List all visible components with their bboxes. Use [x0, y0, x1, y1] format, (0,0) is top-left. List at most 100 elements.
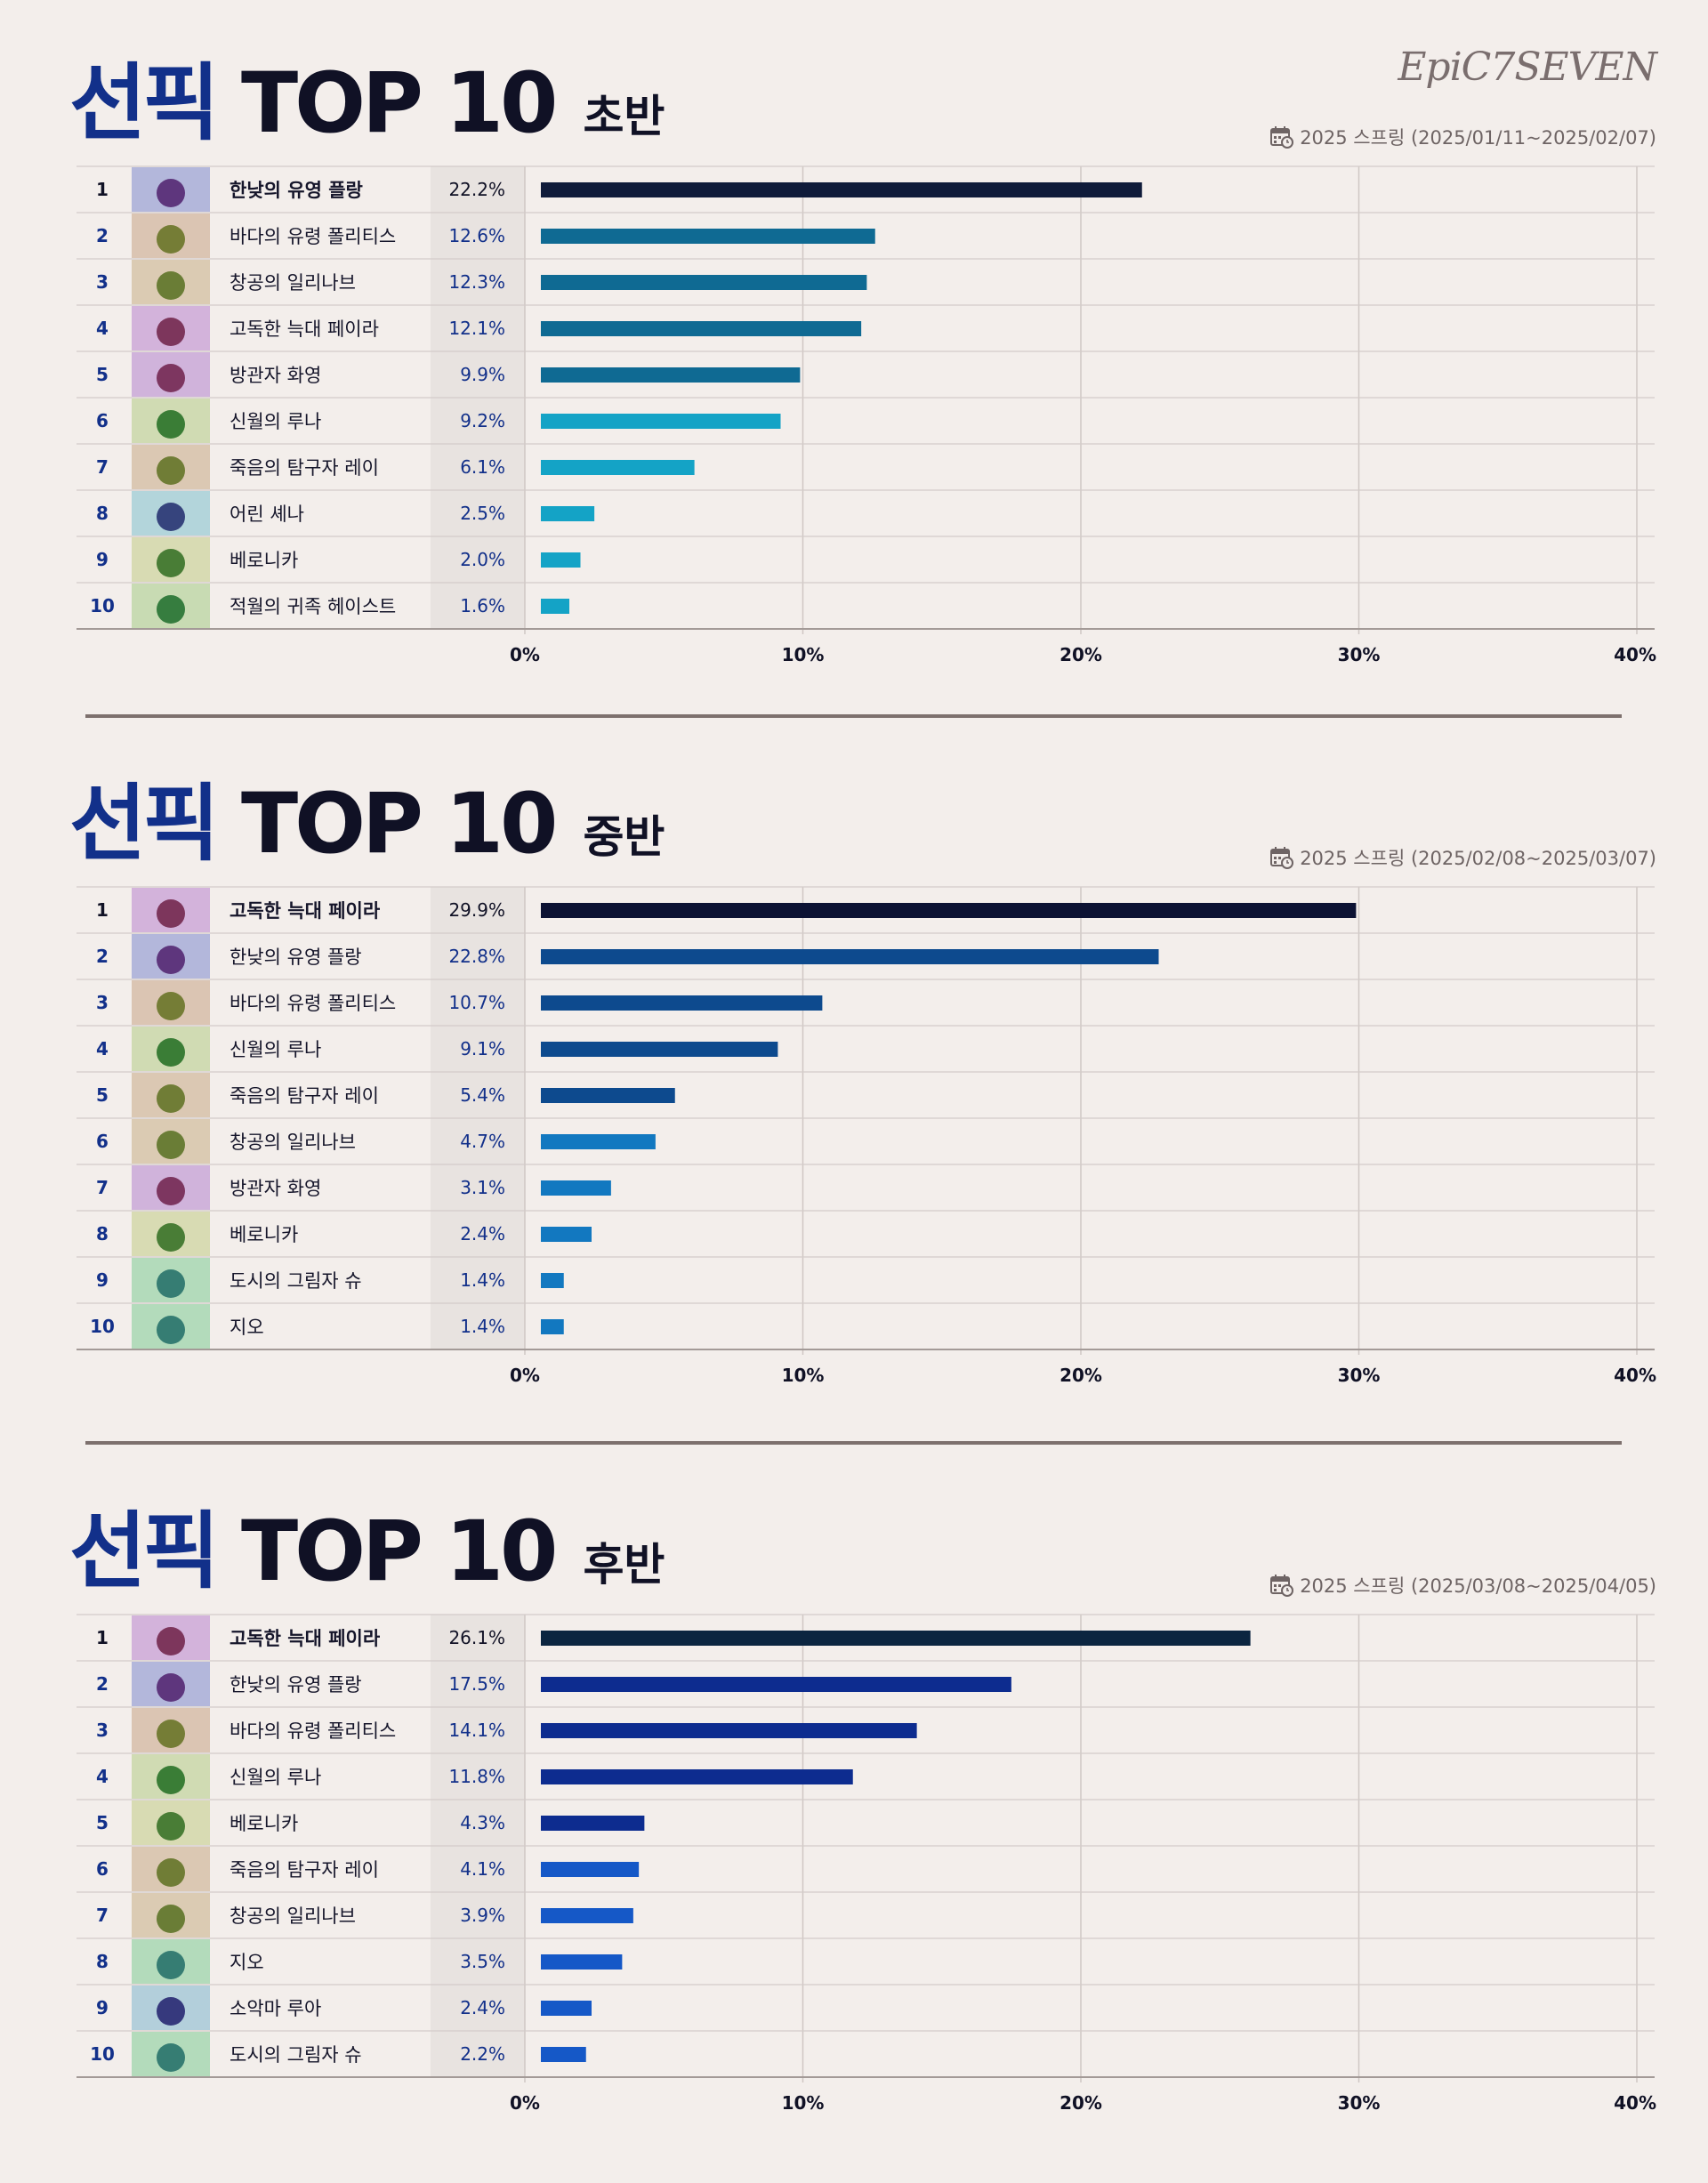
pick-rate-bar: [541, 2001, 592, 2016]
hero-name: 방관자 화영: [230, 1178, 321, 1199]
pick-rate-bar: [541, 275, 867, 290]
rank-number: 9: [96, 1997, 109, 2018]
x-tick-label: 30%: [1338, 2092, 1381, 2114]
hero-name: 창공의 일리나브: [230, 272, 356, 294]
section-title: 선픽 TOP 10 중반: [69, 756, 665, 877]
section-late: 선픽 TOP 10 후반 2025 스프링 (2025/03/08~2025/0…: [0, 1448, 1708, 2160]
hero-avatar-head: [157, 1766, 185, 1794]
pick-rate-bar: [541, 1908, 633, 1923]
hero-avatar-head: [157, 899, 185, 928]
hero-avatar-head: [157, 1223, 185, 1252]
hero-name: 한낮의 유영 플랑: [230, 1674, 362, 1696]
pick-rate-label: 14.1%: [448, 1720, 505, 1741]
pick-rate-label: 9.9%: [460, 364, 505, 385]
hero-avatar-head: [157, 992, 185, 1020]
hero-avatar-head: [157, 1177, 185, 1205]
rank-number: 5: [96, 1084, 109, 1106]
pick-rate-bar: [541, 1816, 645, 1831]
rank-number: 3: [96, 992, 109, 1013]
pick-rate-label: 4.7%: [460, 1131, 505, 1152]
calendar-icon: [1270, 1575, 1294, 1597]
pick-rate-bar: [541, 506, 595, 521]
hero-avatar-head: [157, 318, 185, 346]
rank-number: 7: [96, 456, 109, 478]
hero-name: 베로니카: [230, 1224, 298, 1245]
x-tick-label: 10%: [782, 2092, 825, 2114]
section-early: 선픽 TOP 10 초반 2025 스프링 (2025/01/11~2025/0…: [0, 0, 1708, 712]
hero-name: 베로니카: [230, 1813, 298, 1834]
hero-avatar-head: [157, 271, 185, 300]
pick-rate-label: 3.5%: [460, 1951, 505, 1972]
rank-number: 7: [96, 1905, 109, 1926]
hero-avatar-head: [157, 456, 185, 485]
pick-rate-bar: [541, 1042, 778, 1057]
x-tick-label: 20%: [1059, 1365, 1102, 1386]
pick-rate-bar: [541, 903, 1357, 918]
hero-name: 고독한 늑대 페이라: [230, 900, 381, 922]
hero-name: 베로니카: [230, 550, 298, 571]
hero-name: 죽음의 탐구자 레이: [230, 1859, 379, 1881]
x-tick-label: 40%: [1614, 1365, 1656, 1386]
rank-number: 1: [96, 179, 109, 200]
rank-number: 6: [96, 410, 109, 431]
title-period: 초반: [583, 91, 665, 142]
x-tick-label: 0%: [510, 2092, 540, 2114]
pick-rate-bar: [541, 460, 695, 475]
hero-name: 어린 셰나: [230, 503, 304, 525]
x-tick-label: 10%: [782, 644, 825, 665]
x-tick-label: 30%: [1338, 644, 1381, 665]
pick-rate-bar: [541, 1862, 640, 1877]
rank-number: 9: [96, 549, 109, 570]
pick-rate-bar: [541, 1769, 853, 1784]
rank-number: 3: [96, 1720, 109, 1741]
pick-rate-label: 2.4%: [460, 1997, 505, 2018]
pick-rate-label: 1.4%: [460, 1269, 505, 1291]
x-tick-label: 30%: [1338, 1365, 1381, 1386]
hero-name: 신월의 루나: [230, 1767, 321, 1788]
pick-rate-label: 11.8%: [448, 1766, 505, 1787]
x-tick-label: 10%: [782, 1365, 825, 1386]
hero-avatar-head: [157, 549, 185, 577]
hero-avatar-head: [157, 595, 185, 624]
section-divider: [85, 1441, 1622, 1445]
hero-name: 한낮의 유영 플랑: [230, 947, 362, 968]
pick-rate-label: 12.1%: [448, 318, 505, 339]
title-pick: 선픽: [69, 776, 220, 873]
section-divider: [85, 714, 1622, 718]
hero-avatar-head: [157, 946, 185, 974]
hero-avatar-head: [157, 1673, 185, 1702]
pick-rate-label: 17.5%: [448, 1673, 505, 1695]
pick-rate-label: 9.1%: [460, 1038, 505, 1059]
pick-rate-bar: [541, 1088, 675, 1103]
hero-avatar-head: [157, 1084, 185, 1113]
pick-rate-label: 3.1%: [460, 1177, 505, 1198]
bar-chart-early: 0% 10% 20% 30% 40% 1 한낮의 유영 플랑 22.2% 2 바다의 유령 폴리티…: [77, 165, 1656, 665]
rank-number: 10: [90, 595, 115, 616]
hero-name: 창공의 일리나브: [230, 1132, 356, 1153]
pick-rate-label: 3.9%: [460, 1905, 505, 1926]
hero-name: 지오: [230, 1952, 264, 1973]
pick-rate-label: 22.8%: [448, 946, 505, 967]
x-tick-label: 0%: [510, 1365, 540, 1386]
hero-name: 죽음의 탐구자 레이: [230, 457, 379, 479]
title-pick: 선픽: [69, 55, 220, 152]
rank-number: 5: [96, 1812, 109, 1833]
title-top10: TOP 10: [240, 776, 558, 873]
hero-avatar-head: [157, 2043, 185, 2072]
date-range: 2025 스프링 (2025/03/08~2025/04/05): [1269, 1572, 1656, 1599]
hero-name: 고독한 늑대 페이라: [230, 1628, 381, 1649]
section-title: 선픽 TOP 10 초반: [69, 36, 665, 157]
pick-rate-bar: [541, 1227, 592, 1242]
pick-rate-label: 2.2%: [460, 2043, 505, 2065]
pick-rate-label: 1.6%: [460, 595, 505, 616]
pick-rate-bar: [541, 995, 823, 1011]
pick-rate-label: 4.1%: [460, 1858, 505, 1880]
hero-name: 지오: [230, 1317, 264, 1338]
date-range: 2025 스프링 (2025/02/08~2025/03/07): [1269, 844, 1656, 871]
section-title: 선픽 TOP 10 후반: [69, 1484, 665, 1605]
pick-rate-bar: [541, 1134, 656, 1149]
rank-number: 1: [96, 1627, 109, 1648]
date-text: 2025 스프링 (2025/01/11~2025/02/07): [1300, 127, 1656, 149]
pick-rate-bar: [541, 1723, 917, 1738]
rank-number: 7: [96, 1177, 109, 1198]
